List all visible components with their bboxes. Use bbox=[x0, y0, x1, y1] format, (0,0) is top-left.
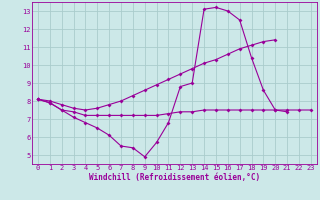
X-axis label: Windchill (Refroidissement éolien,°C): Windchill (Refroidissement éolien,°C) bbox=[89, 173, 260, 182]
